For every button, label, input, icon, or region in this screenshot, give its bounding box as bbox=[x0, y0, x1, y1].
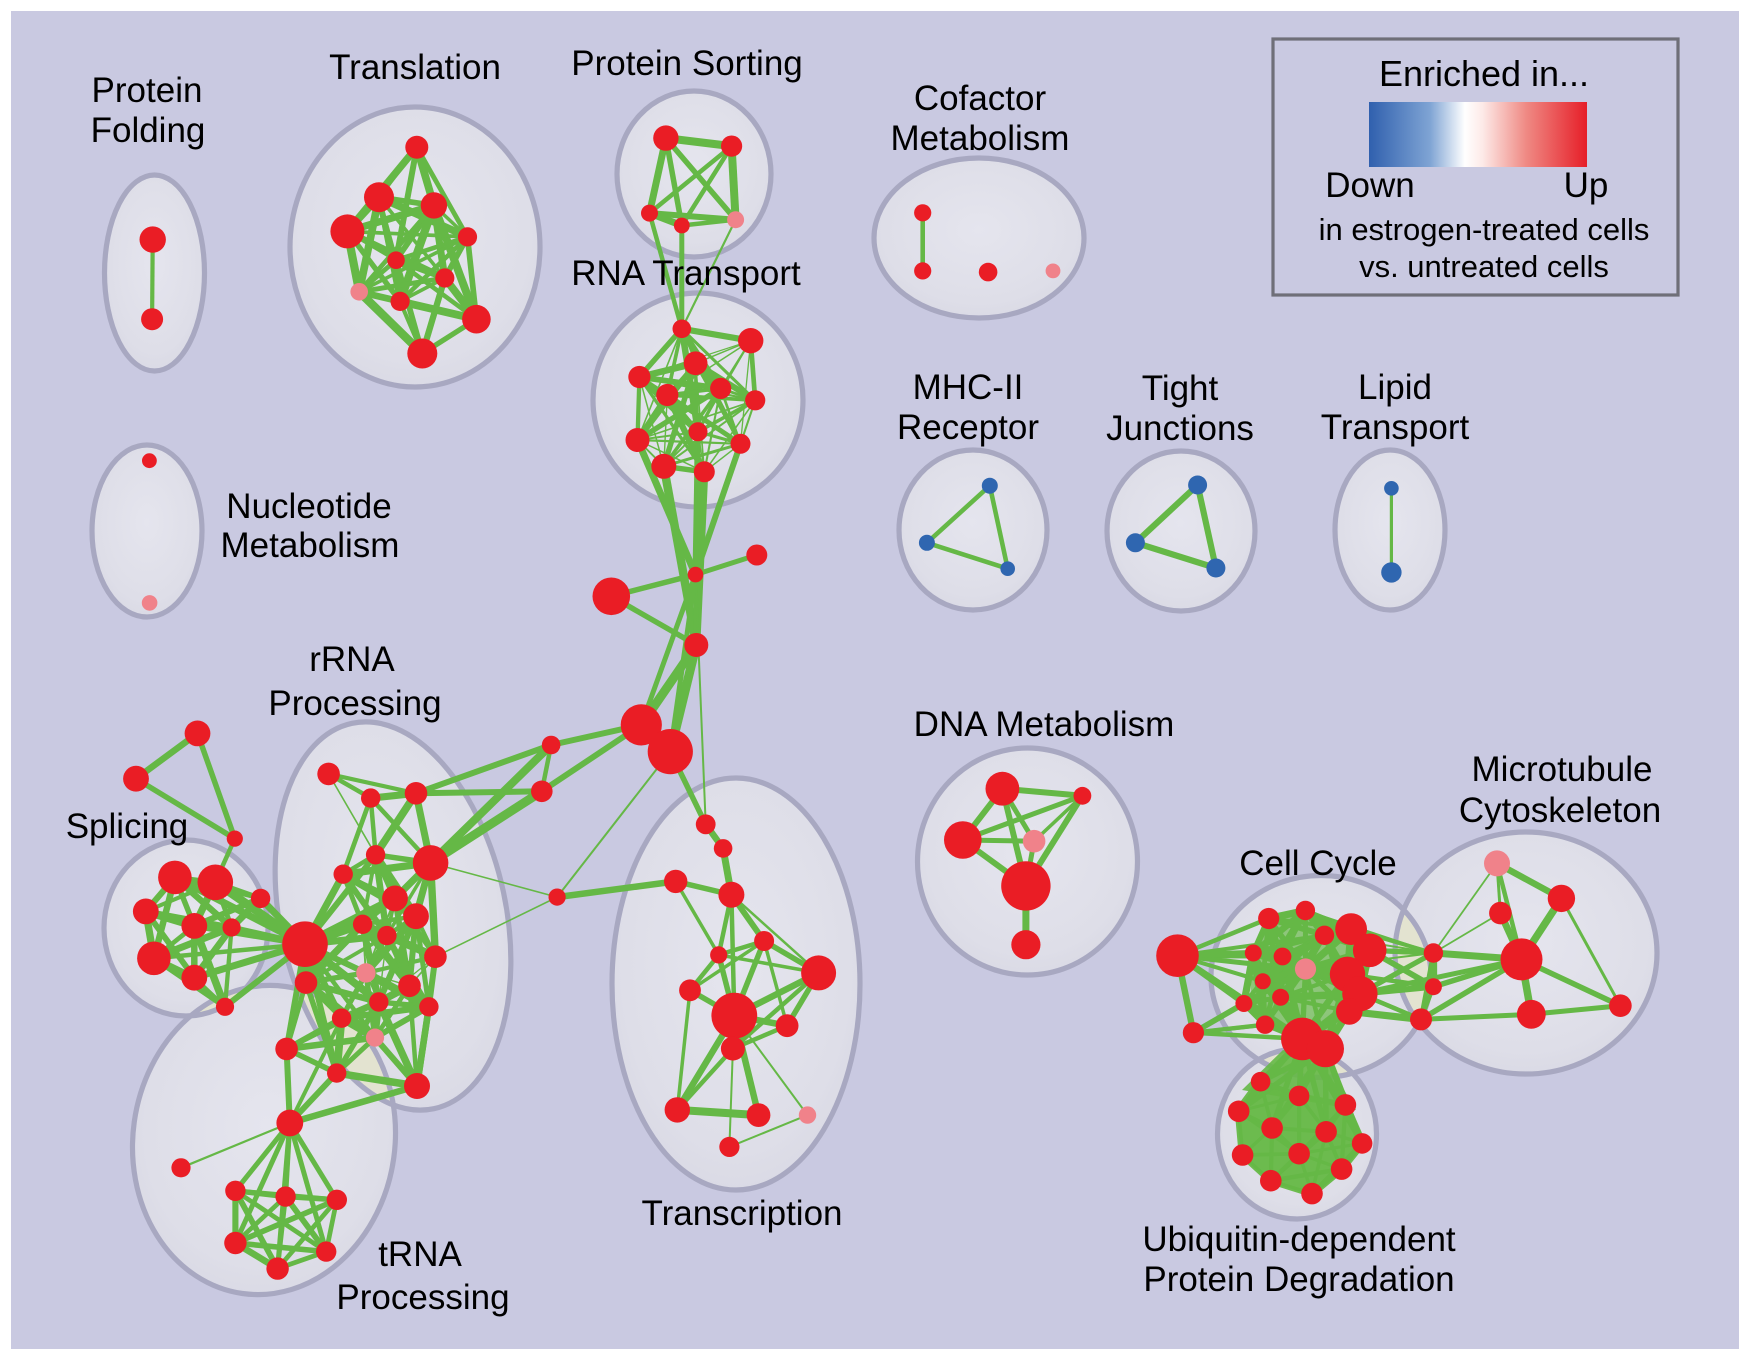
svg-text:RNA Transport: RNA Transport bbox=[571, 254, 801, 293]
svg-text:Protein: Protein bbox=[92, 71, 203, 110]
svg-text:Protein Sorting: Protein Sorting bbox=[571, 44, 803, 83]
svg-text:Protein Degradation: Protein Degradation bbox=[1143, 1260, 1454, 1299]
svg-text:Junctions: Junctions bbox=[1106, 409, 1254, 448]
svg-text:Transcription: Transcription bbox=[642, 1194, 843, 1233]
svg-text:Cytoskeleton: Cytoskeleton bbox=[1459, 791, 1661, 830]
svg-text:Translation: Translation bbox=[329, 48, 501, 87]
svg-text:Cell Cycle: Cell Cycle bbox=[1239, 844, 1397, 883]
svg-text:Microtubule: Microtubule bbox=[1472, 750, 1653, 789]
svg-text:vs. untreated cells: vs. untreated cells bbox=[1359, 249, 1609, 284]
svg-text:Receptor: Receptor bbox=[897, 408, 1039, 447]
svg-text:Splicing: Splicing bbox=[66, 807, 189, 846]
svg-text:DNA Metabolism: DNA Metabolism bbox=[914, 705, 1175, 744]
svg-text:Metabolism: Metabolism bbox=[221, 526, 400, 565]
svg-text:Enriched in...: Enriched in... bbox=[1379, 53, 1589, 94]
svg-text:Processing: Processing bbox=[268, 684, 441, 723]
svg-text:Lipid: Lipid bbox=[1358, 368, 1432, 407]
svg-text:rRNA: rRNA bbox=[309, 640, 395, 679]
svg-text:Ubiquitin-dependent: Ubiquitin-dependent bbox=[1142, 1220, 1456, 1259]
svg-text:Up: Up bbox=[1564, 166, 1609, 205]
svg-text:Processing: Processing bbox=[336, 1278, 509, 1317]
svg-text:Folding: Folding bbox=[91, 111, 206, 150]
svg-text:Tight: Tight bbox=[1142, 369, 1219, 408]
svg-text:MHC-II: MHC-II bbox=[913, 368, 1024, 407]
svg-text:Nucleotide: Nucleotide bbox=[226, 487, 391, 526]
svg-text:tRNA: tRNA bbox=[378, 1235, 462, 1274]
svg-text:Transport: Transport bbox=[1321, 408, 1470, 447]
svg-text:Down: Down bbox=[1325, 166, 1414, 205]
svg-text:in estrogen-treated cells: in estrogen-treated cells bbox=[1319, 212, 1650, 247]
svg-text:Metabolism: Metabolism bbox=[891, 119, 1070, 158]
svg-text:Cofactor: Cofactor bbox=[914, 79, 1047, 118]
